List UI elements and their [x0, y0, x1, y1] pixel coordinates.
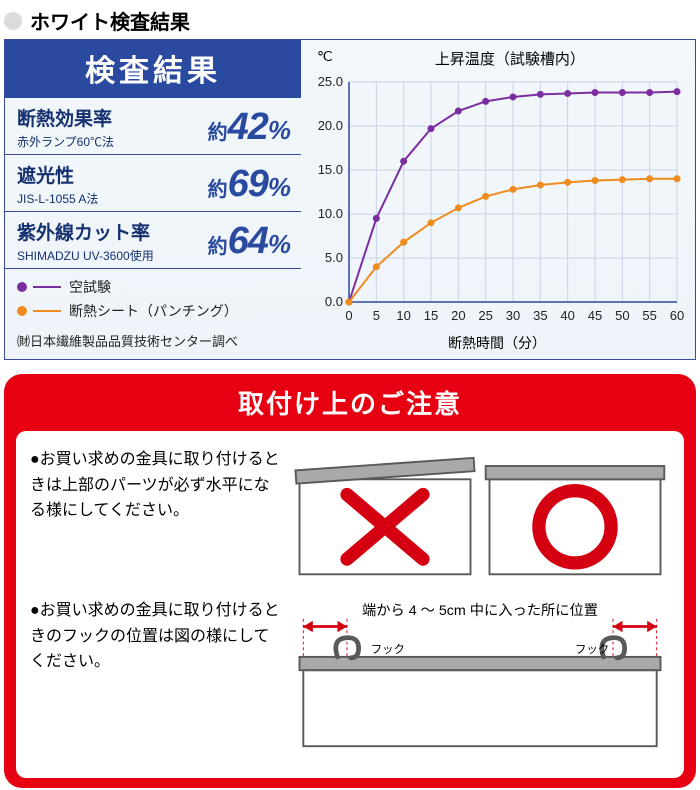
inspection-panel: 検査結果 断熱効果率 赤外ランプ60℃法 約 42 % 遮光性 JIS-L-10… — [4, 39, 696, 360]
stat-number: 64 — [228, 220, 268, 263]
svg-text:0: 0 — [345, 308, 352, 323]
y-unit: ℃ — [307, 48, 333, 65]
svg-text:20.0: 20.0 — [318, 118, 343, 133]
stat-prefix: 約 — [208, 116, 228, 145]
legend-item: 断熱シート（パンチング） — [17, 301, 291, 321]
temperature-chart: 0.0 5.0 10.0 15.0 20.0 25.0 0 5 10 15 20 25 30 35 40 45… — [307, 71, 687, 331]
chart-legend: 空試験 断熱シート（パンチング） — [5, 269, 301, 329]
install-figure-hook: 端から 4 ～ 5cm 中に入った所に位置フック フック — [290, 598, 670, 760]
svg-text:25.0: 25.0 — [318, 74, 343, 89]
svg-text:15: 15 — [424, 308, 438, 323]
legend-marker-icon — [17, 306, 27, 316]
svg-text:端から 4 ～ 5cm 中に入った所に位置: 端から 4 ～ 5cm 中に入った所に位置 — [362, 602, 598, 619]
caution-title: 取付け上のご注意 — [4, 374, 696, 431]
svg-text:20: 20 — [451, 308, 465, 323]
stat-label: 遮光性 — [17, 161, 208, 188]
svg-text:5.0: 5.0 — [325, 250, 343, 265]
svg-text:60: 60 — [670, 308, 684, 323]
svg-text:50: 50 — [615, 308, 629, 323]
stat-suffix: % — [268, 229, 291, 260]
svg-text:25: 25 — [478, 308, 492, 323]
caution-panel: 取付け上のご注意 お買い求めの金具に取り付けるときは上部のパーツが必ず水平になる… — [4, 374, 696, 788]
svg-text:45: 45 — [588, 308, 602, 323]
stat-row: 紫外線カット率 SHIMADZU UV-3600使用 約 64 % — [5, 212, 301, 269]
svg-text:10: 10 — [396, 308, 410, 323]
stat-row: 断熱効果率 赤外ランプ60℃法 約 42 % — [5, 98, 301, 155]
install-figure-wrong-right — [290, 447, 670, 580]
stat-suffix: % — [268, 115, 291, 146]
heading-text: ホワイト検査結果 — [30, 6, 190, 35]
chart-title: 上昇温度（試験槽内） — [333, 48, 687, 69]
section-heading: ホワイト検査結果 — [0, 0, 700, 39]
stat-number: 42 — [228, 106, 268, 149]
stat-row: 遮光性 JIS-L-1055 A法 約 69 % — [5, 155, 301, 212]
inspection-title: 検査結果 — [5, 40, 301, 98]
svg-text:40: 40 — [560, 308, 574, 323]
legend-item: 空試験 — [17, 277, 291, 297]
legend-marker-icon — [17, 282, 27, 292]
svg-text:30: 30 — [506, 308, 520, 323]
legend-line-icon — [33, 310, 61, 312]
stat-value: 約 42 % — [208, 106, 291, 149]
caution-text: お買い求めの金具に取り付けるときは上部のパーツが必ず水平になる様にしてください。 — [30, 447, 280, 580]
stat-number: 69 — [228, 163, 268, 206]
svg-text:55: 55 — [642, 308, 656, 323]
svg-text:5: 5 — [373, 308, 380, 323]
stat-sub: JIS-L-1055 A法 — [17, 190, 208, 207]
svg-text:0.0: 0.0 — [325, 294, 343, 309]
x-axis-label: 断熱時間（分） — [307, 333, 687, 353]
legend-label: 断熱シート（パンチング） — [69, 301, 238, 321]
stat-sub: 赤外ランプ60℃法 — [17, 133, 208, 150]
caution-text: お買い求めの金具に取り付けるときのフックの位置は図の様にしてください。 — [30, 598, 280, 760]
legend-label: 空試験 — [69, 277, 111, 297]
stat-value: 約 69 % — [208, 163, 291, 206]
inspection-left-col: 検査結果 断熱効果率 赤外ランプ60℃法 約 42 % 遮光性 JIS-L-10… — [5, 40, 301, 359]
stat-value: 約 64 % — [208, 220, 291, 263]
stat-label: 断熱効果率 — [17, 104, 208, 131]
heading-bullet — [4, 12, 22, 30]
svg-text:10.0: 10.0 — [318, 206, 343, 221]
source-note: ㈶日本繊維製品品質技術センター調べ — [5, 329, 301, 356]
stat-prefix: 約 — [208, 230, 228, 259]
chart-area: ℃ 上昇温度（試験槽内） 0.0 5.0 10.0 15.0 20.0 25.0 0 5 10 1… — [301, 40, 695, 359]
stat-label: 紫外線カット率 — [17, 218, 208, 245]
svg-text:35: 35 — [533, 308, 547, 323]
stat-prefix: 約 — [208, 173, 228, 202]
svg-text:フック: フック — [575, 643, 609, 656]
legend-line-icon — [33, 286, 61, 288]
svg-text:15.0: 15.0 — [318, 162, 343, 177]
caution-body: お買い求めの金具に取り付けるときは上部のパーツが必ず水平になる様にしてください。… — [16, 431, 684, 778]
stat-sub: SHIMADZU UV-3600使用 — [17, 247, 208, 264]
svg-text:フック: フック — [371, 643, 405, 656]
stat-suffix: % — [268, 172, 291, 203]
